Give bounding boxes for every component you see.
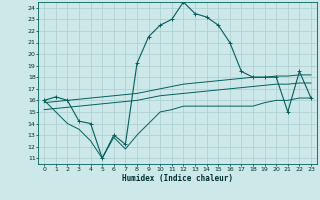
X-axis label: Humidex (Indice chaleur): Humidex (Indice chaleur)	[122, 174, 233, 183]
